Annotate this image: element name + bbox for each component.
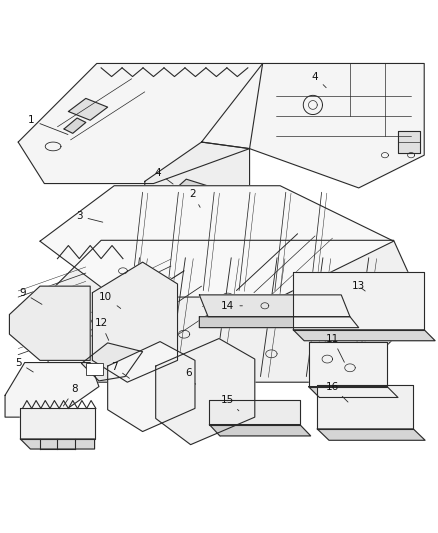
Text: 16: 16 <box>326 382 348 402</box>
Text: 4: 4 <box>312 71 326 88</box>
Polygon shape <box>10 286 90 360</box>
Polygon shape <box>398 131 420 153</box>
Text: 14: 14 <box>221 301 242 311</box>
Text: 4: 4 <box>155 168 173 184</box>
Polygon shape <box>20 408 95 439</box>
Polygon shape <box>81 343 143 381</box>
Text: 15: 15 <box>221 394 239 411</box>
Polygon shape <box>308 386 398 398</box>
Polygon shape <box>64 118 86 133</box>
Text: 8: 8 <box>64 384 78 406</box>
Bar <box>86 362 103 375</box>
Polygon shape <box>169 199 243 236</box>
Text: 5: 5 <box>15 358 33 372</box>
Polygon shape <box>40 185 394 297</box>
Polygon shape <box>293 272 424 330</box>
Polygon shape <box>199 295 350 317</box>
Polygon shape <box>317 429 425 440</box>
Polygon shape <box>317 385 413 429</box>
Polygon shape <box>209 400 300 425</box>
Polygon shape <box>145 142 250 225</box>
Polygon shape <box>164 179 221 210</box>
Polygon shape <box>155 338 255 445</box>
Text: 12: 12 <box>95 318 109 341</box>
Polygon shape <box>293 330 435 341</box>
Text: 9: 9 <box>19 288 42 304</box>
Polygon shape <box>18 63 263 183</box>
Text: 11: 11 <box>326 334 344 362</box>
Polygon shape <box>5 362 99 417</box>
Text: 3: 3 <box>76 211 103 222</box>
Polygon shape <box>68 314 92 330</box>
Polygon shape <box>20 439 95 449</box>
Text: 7: 7 <box>111 362 130 378</box>
Polygon shape <box>27 240 424 382</box>
Polygon shape <box>308 342 387 386</box>
Polygon shape <box>199 317 359 328</box>
Text: 2: 2 <box>190 189 200 207</box>
Text: 1: 1 <box>28 115 68 134</box>
Text: 13: 13 <box>352 281 365 291</box>
Polygon shape <box>68 99 108 120</box>
Text: 6: 6 <box>185 368 196 384</box>
Polygon shape <box>209 425 311 436</box>
Polygon shape <box>201 63 424 188</box>
Text: 10: 10 <box>99 292 121 309</box>
Polygon shape <box>92 262 177 382</box>
Polygon shape <box>108 342 195 432</box>
